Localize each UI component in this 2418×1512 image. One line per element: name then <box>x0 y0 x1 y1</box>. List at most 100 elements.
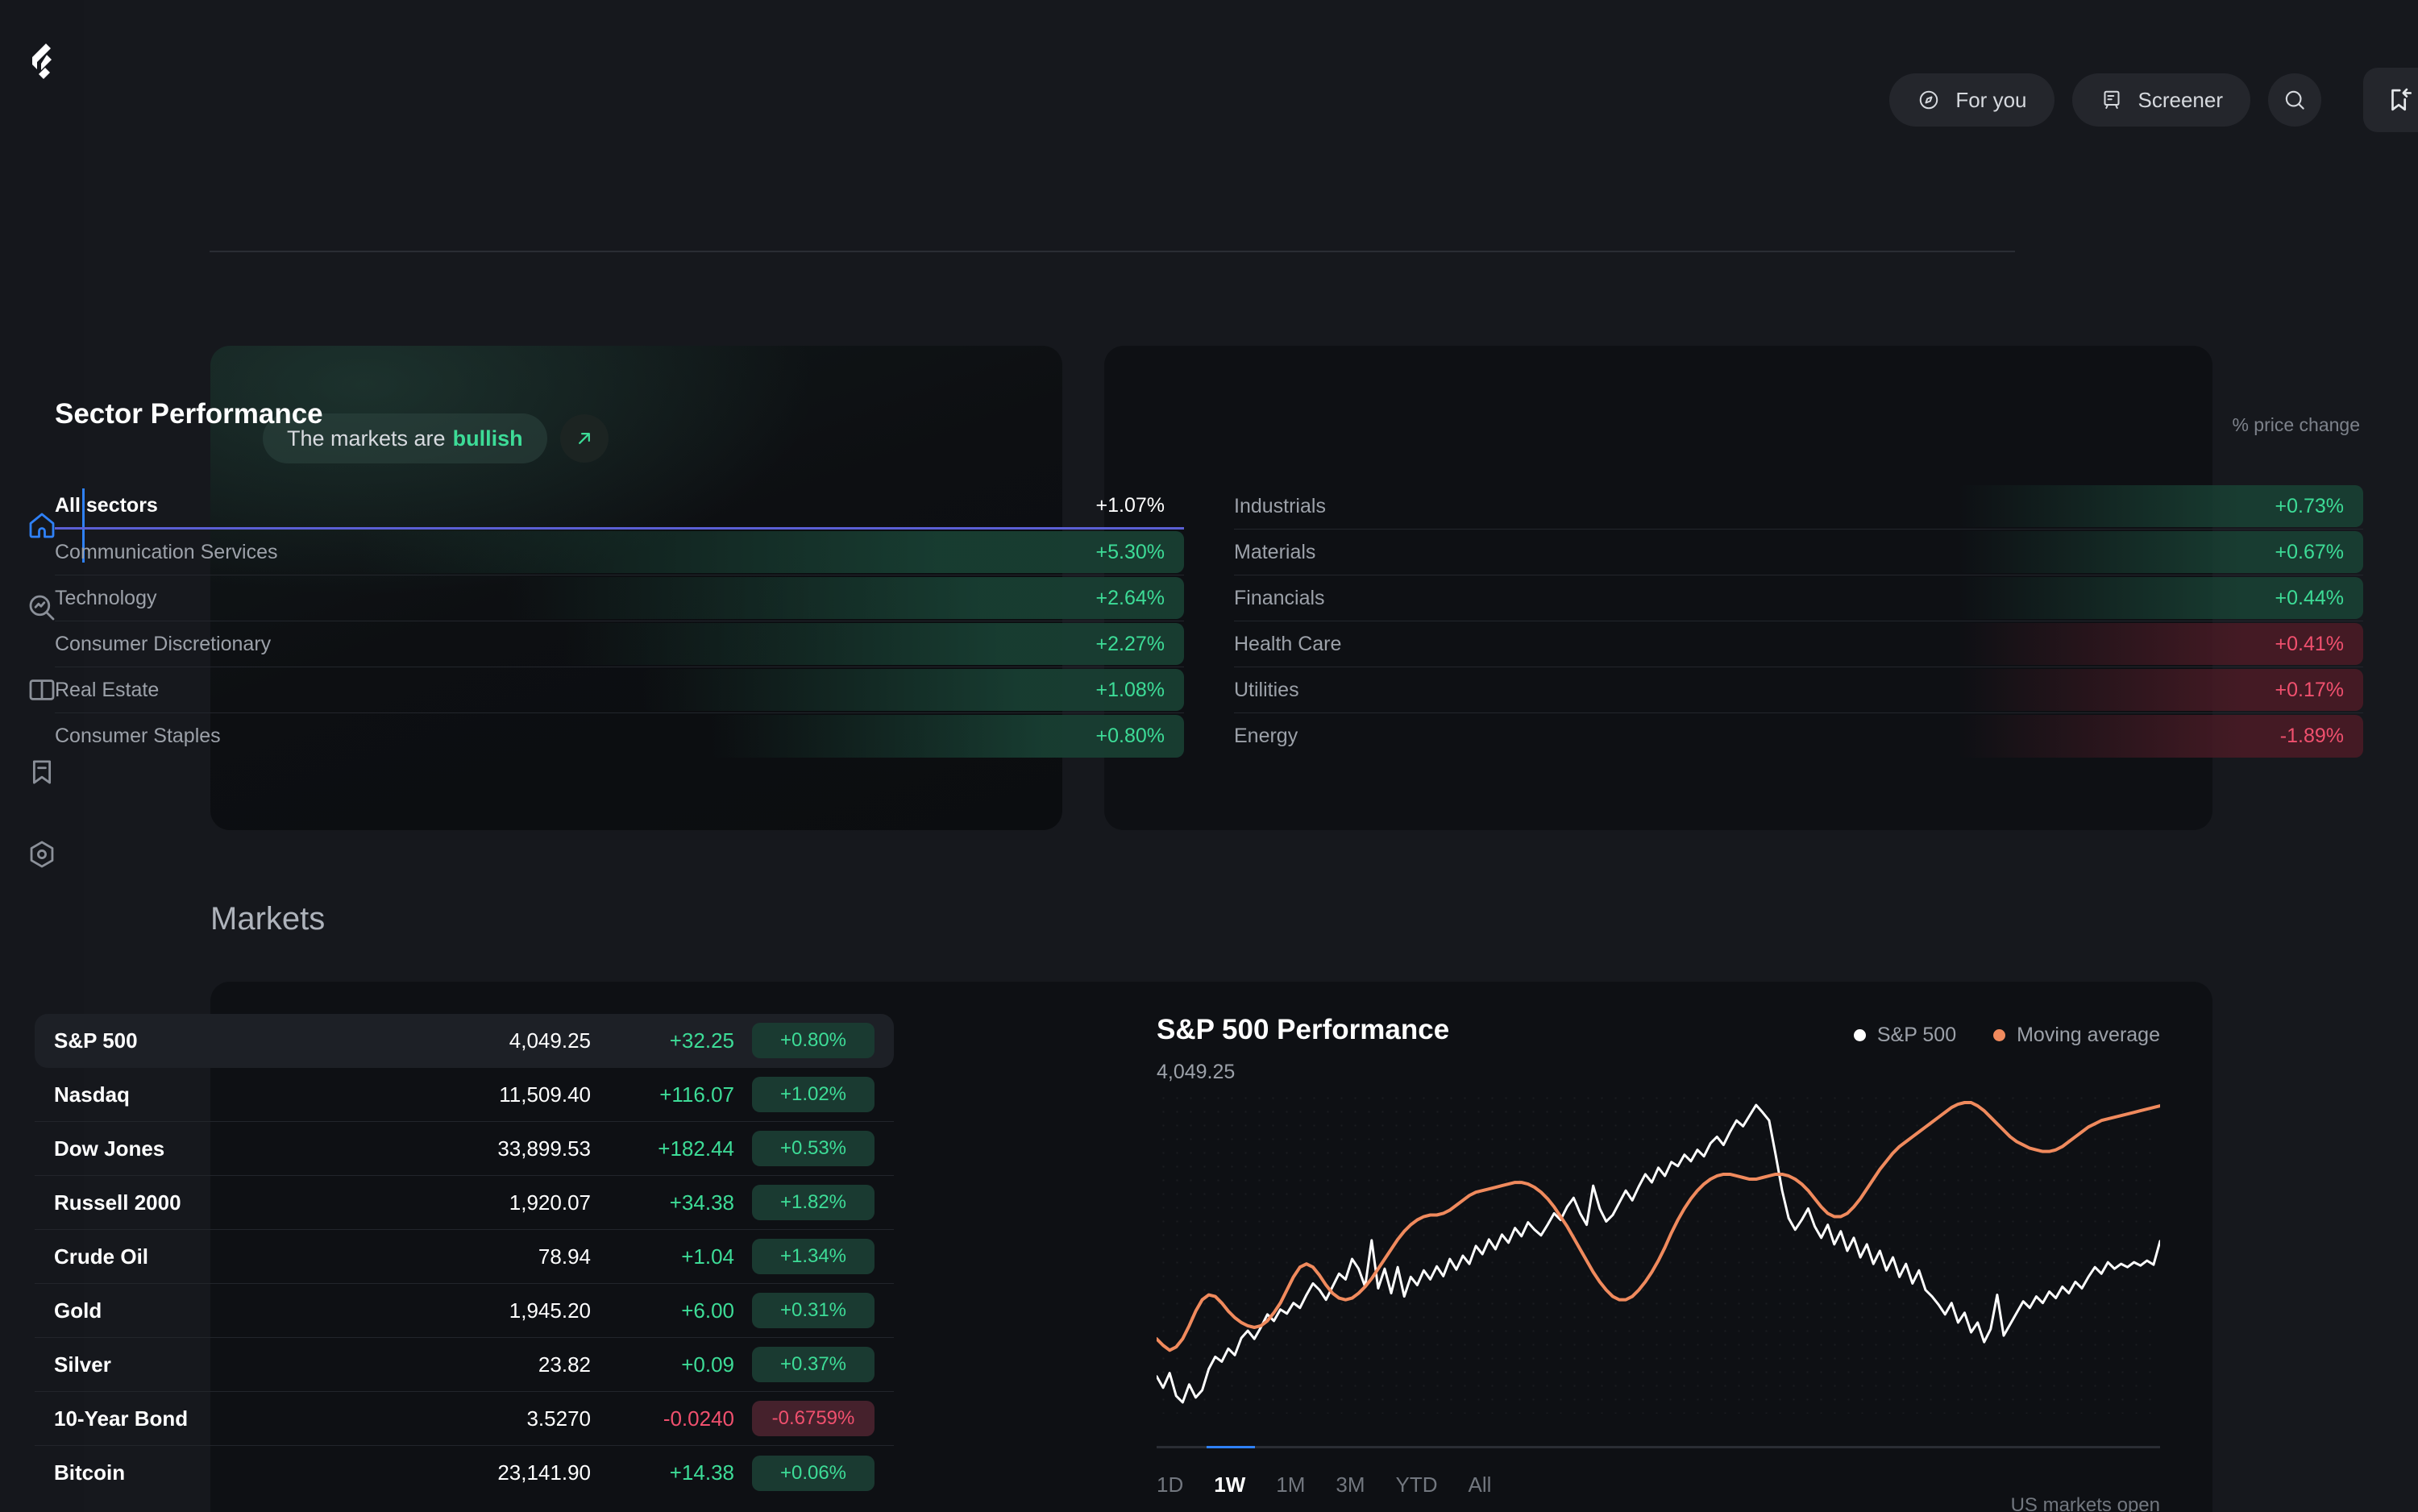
market-percent: -0.6759% <box>752 1401 875 1436</box>
market-price: 11,509.40 <box>499 1082 591 1107</box>
market-change: +1.04 <box>681 1244 734 1269</box>
table-row[interactable]: Gold 1,945.20 +6.00 +0.31% <box>35 1284 894 1338</box>
sector-name: Health Care <box>1234 632 1342 655</box>
save-page-button[interactable] <box>2363 68 2418 132</box>
sector-value: +0.17% <box>2275 678 2345 701</box>
market-name: Silver <box>54 1352 111 1377</box>
market-price: 78.94 <box>538 1244 591 1269</box>
sidebar-item-saved[interactable] <box>0 750 84 795</box>
range-tab-1d[interactable]: 1D <box>1157 1473 1184 1497</box>
market-percent: +0.31% <box>752 1293 875 1328</box>
chart-plot-area <box>1157 1091 2160 1414</box>
range-tab-ytd[interactable]: YTD <box>1395 1473 1438 1497</box>
sector-name: Materials <box>1234 540 1316 563</box>
legend-label: S&P 500 <box>1876 1024 1957 1046</box>
table-row[interactable]: Silver 23.82 +0.09 +0.37% <box>35 1338 894 1392</box>
legend-dot <box>1993 1029 2006 1041</box>
bookmark-save-icon <box>2391 88 2412 111</box>
topbar-actions: For you Screener <box>1889 73 2321 127</box>
sector-row[interactable]: Real Estate +1.08% <box>55 667 1184 713</box>
table-row[interactable]: Nasdaq 11,509.40 +116.07 +1.02% <box>35 1068 894 1122</box>
sector-row[interactable]: Materials +0.67% <box>1234 530 2363 575</box>
sidebar-item-learn[interactable] <box>0 667 84 712</box>
market-percent: +1.02% <box>752 1077 875 1112</box>
sidebar-item-discover[interactable] <box>0 585 84 630</box>
sector-row[interactable]: Industrials +0.73% <box>1234 484 2363 530</box>
market-name: Crude Oil <box>54 1244 149 1269</box>
sector-bar <box>709 715 1184 758</box>
market-percent: +1.34% <box>752 1239 875 1274</box>
screener-button[interactable]: Screener <box>2071 73 2250 127</box>
chart-current-value: 4,049.25 <box>1157 1061 1236 1083</box>
sector-row[interactable]: Energy -1.89% <box>1234 713 2363 759</box>
market-price: 1,920.07 <box>509 1190 591 1215</box>
market-price: 1,945.20 <box>509 1298 591 1323</box>
market-percent: +0.80% <box>752 1023 875 1058</box>
range-tab-1w[interactable]: 1W <box>1214 1473 1246 1497</box>
market-name: Russell 2000 <box>54 1190 181 1215</box>
legend-item[interactable]: S&P 500 <box>1853 1024 1957 1047</box>
sector-row[interactable]: Utilities +0.17% <box>1234 667 2363 713</box>
sector-columns: All sectors +1.07% Communication Services +… <box>55 484 2363 759</box>
sector-row[interactable]: Health Care +0.41% <box>1234 621 2363 667</box>
sentiment-row: The markets are bullish <box>263 413 609 463</box>
header-divider <box>210 251 2015 252</box>
table-row[interactable]: Dow Jones 33,899.53 +182.44 +0.53% <box>35 1122 894 1176</box>
table-row[interactable]: Crude Oil 78.94 +1.04 +1.34% <box>35 1230 894 1284</box>
sector-bar <box>1956 485 2363 527</box>
sector-bar <box>506 577 1184 619</box>
sector-row[interactable]: Consumer Discretionary +2.27% <box>55 621 1184 667</box>
market-change: +0.09 <box>681 1352 734 1377</box>
sector-name: Utilities <box>1234 678 1299 701</box>
for-you-button[interactable]: For you <box>1889 73 2054 127</box>
sector-value: +2.27% <box>1095 632 1165 655</box>
sentiment-detail-button[interactable] <box>559 414 609 463</box>
sector-value: +0.73% <box>2275 494 2345 517</box>
market-change: +182.44 <box>658 1136 734 1161</box>
table-row[interactable]: 10-Year Bond 3.5270 -0.0240 -0.6759% <box>35 1392 894 1446</box>
market-name: S&P 500 <box>54 1028 138 1053</box>
sector-bar <box>1956 531 2363 573</box>
table-row[interactable]: Bitcoin 23,141.90 +14.38 +0.06% <box>35 1446 894 1500</box>
chart-range-track[interactable] <box>1157 1446 2160 1448</box>
range-tab-1m[interactable]: 1M <box>1276 1473 1306 1497</box>
sector-name: Consumer Discretionary <box>55 632 272 655</box>
sector-performance-subtitle: % price change <box>2232 414 2360 435</box>
sector-row[interactable]: Technology +2.64% <box>55 575 1184 621</box>
market-change: +14.38 <box>669 1460 734 1485</box>
table-row[interactable]: Russell 2000 1,920.07 +34.38 +1.82% <box>35 1176 894 1230</box>
sidebar-item-portfolio[interactable] <box>0 832 84 877</box>
compass-icon <box>1920 90 1938 110</box>
screener-icon <box>2103 90 2120 109</box>
sector-name: Consumer Staples <box>55 725 221 747</box>
sector-row[interactable]: Financials +0.44% <box>1234 575 2363 621</box>
range-tab-3m[interactable]: 3M <box>1336 1473 1365 1497</box>
sector-name: All sectors <box>55 493 158 517</box>
topbar: For you Screener <box>84 0 2418 161</box>
table-row[interactable]: S&P 500 4,049.25 +32.25 +0.80% <box>35 1014 894 1068</box>
arrow-up-right-icon <box>578 433 590 444</box>
market-change: +6.00 <box>681 1298 734 1323</box>
market-price: 33,899.53 <box>497 1136 591 1161</box>
market-change: +32.25 <box>669 1028 734 1053</box>
markets-card <box>210 982 2212 1512</box>
screener-label: Screener <box>2138 87 2224 112</box>
market-percent: +0.37% <box>752 1347 875 1382</box>
market-change: -0.0240 <box>663 1406 734 1431</box>
search-button[interactable] <box>2268 73 2321 127</box>
sector-row[interactable]: Consumer Staples +0.80% <box>55 713 1184 759</box>
sector-row[interactable]: Communication Services +5.30% <box>55 530 1184 575</box>
sector-row[interactable]: All sectors +1.07% <box>55 484 1184 530</box>
sector-performance-title: Sector Performance <box>55 398 323 430</box>
sentiment-word: bullish <box>452 426 523 451</box>
legend-item[interactable]: Moving average <box>1993 1024 2160 1047</box>
market-change: +34.38 <box>669 1190 734 1215</box>
app-logo[interactable] <box>19 39 64 84</box>
sidebar-item-home[interactable] <box>0 488 85 563</box>
book-open-icon <box>29 679 55 700</box>
range-tab-all[interactable]: All <box>1468 1473 1492 1497</box>
sector-value: +5.30% <box>1095 540 1165 563</box>
sidebar <box>0 0 85 1512</box>
sector-bar <box>1956 623 2363 665</box>
market-percent: +0.06% <box>752 1455 875 1491</box>
